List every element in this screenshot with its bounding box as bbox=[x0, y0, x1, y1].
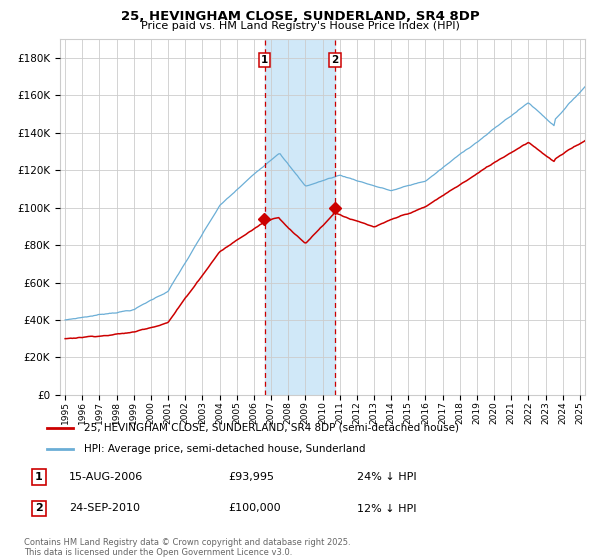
Bar bbox=[265, 39, 335, 395]
Text: 1: 1 bbox=[261, 55, 268, 65]
Text: 2: 2 bbox=[35, 503, 43, 514]
Text: 24-SEP-2010: 24-SEP-2010 bbox=[69, 503, 140, 514]
Text: HPI: Average price, semi-detached house, Sunderland: HPI: Average price, semi-detached house,… bbox=[83, 444, 365, 454]
Text: 12% ↓ HPI: 12% ↓ HPI bbox=[357, 503, 416, 514]
Text: £100,000: £100,000 bbox=[228, 503, 281, 514]
Text: £93,995: £93,995 bbox=[228, 472, 274, 482]
Text: 25, HEVINGHAM CLOSE, SUNDERLAND, SR4 8DP (semi-detached house): 25, HEVINGHAM CLOSE, SUNDERLAND, SR4 8DP… bbox=[83, 423, 458, 433]
Text: 25, HEVINGHAM CLOSE, SUNDERLAND, SR4 8DP: 25, HEVINGHAM CLOSE, SUNDERLAND, SR4 8DP bbox=[121, 10, 479, 23]
Text: Price paid vs. HM Land Registry's House Price Index (HPI): Price paid vs. HM Land Registry's House … bbox=[140, 21, 460, 31]
Text: 15-AUG-2006: 15-AUG-2006 bbox=[69, 472, 143, 482]
Text: 2: 2 bbox=[331, 55, 338, 65]
Text: 1: 1 bbox=[35, 472, 43, 482]
Text: Contains HM Land Registry data © Crown copyright and database right 2025.
This d: Contains HM Land Registry data © Crown c… bbox=[24, 538, 350, 557]
Text: 24% ↓ HPI: 24% ↓ HPI bbox=[357, 472, 416, 482]
